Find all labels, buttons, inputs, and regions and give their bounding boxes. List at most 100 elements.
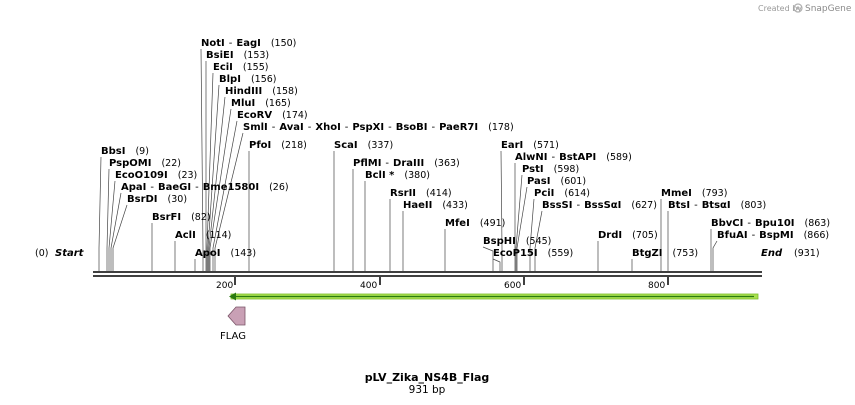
site-name-acli: AclI	[175, 230, 196, 241]
site-name-apai: ApaI	[121, 182, 146, 193]
site-name-eari: EarI	[501, 140, 523, 151]
leader-line	[492, 258, 501, 271]
site-name-pcii: PciI	[534, 188, 554, 199]
site-name-bfuai: BfuAI	[717, 230, 748, 241]
site-name-mlui: MluI	[231, 98, 255, 109]
site-position: (153)	[244, 50, 270, 61]
site-name-bsphi: BspHI	[483, 236, 516, 247]
leader-line	[208, 96, 226, 271]
site-separator: -	[308, 122, 312, 133]
site-name-pflmi: PflMI	[353, 158, 381, 169]
site-position: (571)	[533, 140, 559, 151]
site-position: (30)	[168, 194, 188, 205]
tick-label-600: 600	[504, 281, 521, 291]
site-name-pfoi: PfoI	[249, 140, 271, 151]
site-position: (598)	[554, 164, 580, 175]
leader-line	[500, 150, 503, 271]
site-name-mmei: MmeI	[661, 188, 692, 199]
site-name-paer7i: PaeR7I	[439, 122, 478, 133]
site-separator: -	[694, 200, 698, 211]
leader-line	[209, 108, 232, 271]
site-name-bbvci: BbvCI	[711, 218, 743, 229]
site-position: (414)	[426, 188, 452, 199]
site-position: (23)	[178, 170, 198, 181]
site-position: (26)	[269, 182, 289, 193]
site-position: (22)	[161, 158, 181, 169]
leader-line	[110, 192, 122, 271]
site-position: (793)	[702, 188, 728, 199]
end-position: (931)	[794, 248, 820, 259]
site-name-bsrdi: BsrDI	[127, 194, 158, 205]
tick-label-200: 200	[216, 281, 233, 291]
plasmid-title: pLV_Zika_NS4B_Flag	[365, 371, 490, 384]
site-name-avai: AvaI	[279, 122, 303, 133]
site-position: (337)	[368, 140, 394, 151]
site-position: (158)	[272, 86, 298, 97]
site-position: (155)	[243, 62, 269, 73]
site-name-bstapi: BstAPI	[559, 152, 596, 163]
site-position: (705)	[632, 230, 658, 241]
leader-line	[200, 48, 204, 271]
site-name-btsi: BtsαI	[702, 200, 731, 211]
leader-line	[206, 72, 214, 271]
site-position: (165)	[265, 98, 291, 109]
site-name-ecop15i: EcoP15I	[493, 248, 538, 259]
site-name-alwni: AlwNI	[515, 152, 548, 163]
site-name-ecoo109i: EcoO109I	[115, 170, 168, 181]
brand-text: SnapGene	[805, 4, 852, 14]
leader-line	[106, 168, 110, 271]
site-name-ecii: EciI	[213, 62, 233, 73]
site-separator: -	[576, 200, 580, 211]
site-position: (178)	[488, 122, 514, 133]
site-separator: -	[747, 218, 751, 229]
site-name-drdi: DrdI	[598, 230, 622, 241]
leader-line	[214, 132, 244, 271]
site-name-pspomi: PspOMI	[109, 158, 151, 169]
restriction-sites: NotI - EagI (150)BsiEI (153)EciI (155)BlpI (15…	[101, 38, 830, 259]
start-label: Start	[55, 248, 85, 259]
leader-line	[108, 180, 116, 271]
site-name-eagi: EagI	[236, 38, 260, 49]
leader-line	[482, 246, 494, 271]
site-name-apoi: ApoI	[195, 248, 221, 259]
site-name-hindiii: HindIII	[225, 86, 262, 97]
site-position: (114)	[206, 230, 232, 241]
site-position: (150)	[271, 38, 297, 49]
leader-line	[207, 84, 220, 271]
snapgene-logo-icon	[793, 3, 803, 13]
site-name-noti: NotI	[201, 38, 225, 49]
site-name-bsobi: BsoBI	[396, 122, 428, 133]
site-name-bcli: BclI *	[365, 170, 395, 181]
site-name-psti: PstI	[522, 164, 544, 175]
site-separator: -	[345, 122, 349, 133]
site-name-btsi: BtsI	[668, 200, 690, 211]
site-name-bsssi: BssSI	[542, 200, 572, 211]
site-position: (156)	[251, 74, 277, 85]
site-name-bsiei: BsiEI	[206, 50, 234, 61]
site-position: (601)	[560, 176, 586, 187]
feature-arrow-green[interactable]	[229, 292, 759, 301]
leader-line	[534, 210, 543, 271]
feature-flag[interactable]: FLAG	[220, 306, 246, 342]
site-position: (218)	[281, 140, 307, 151]
site-separator: -	[388, 122, 392, 133]
site-name-baegi: BaeGI	[158, 182, 191, 193]
site-separator: -	[432, 122, 436, 133]
tick-label-800: 800	[648, 281, 665, 291]
site-position: (82)	[191, 212, 211, 223]
leader-line	[112, 204, 128, 271]
site-separator: -	[272, 122, 276, 133]
site-position: (589)	[606, 152, 632, 163]
site-position: (614)	[564, 188, 590, 199]
leader-line	[212, 120, 238, 271]
site-name-bme1580i: Bme1580I	[203, 182, 259, 193]
plasmid-length: 931 bp	[409, 384, 446, 396]
site-separator: -	[385, 158, 389, 169]
site-position: (491)	[480, 218, 506, 229]
site-position: (380)	[404, 170, 430, 181]
site-name-bpu10i: Bpu10I	[755, 218, 795, 229]
site-name-pspxi: PspXI	[352, 122, 384, 133]
leader-line	[516, 186, 528, 271]
site-position: (559)	[548, 248, 574, 259]
